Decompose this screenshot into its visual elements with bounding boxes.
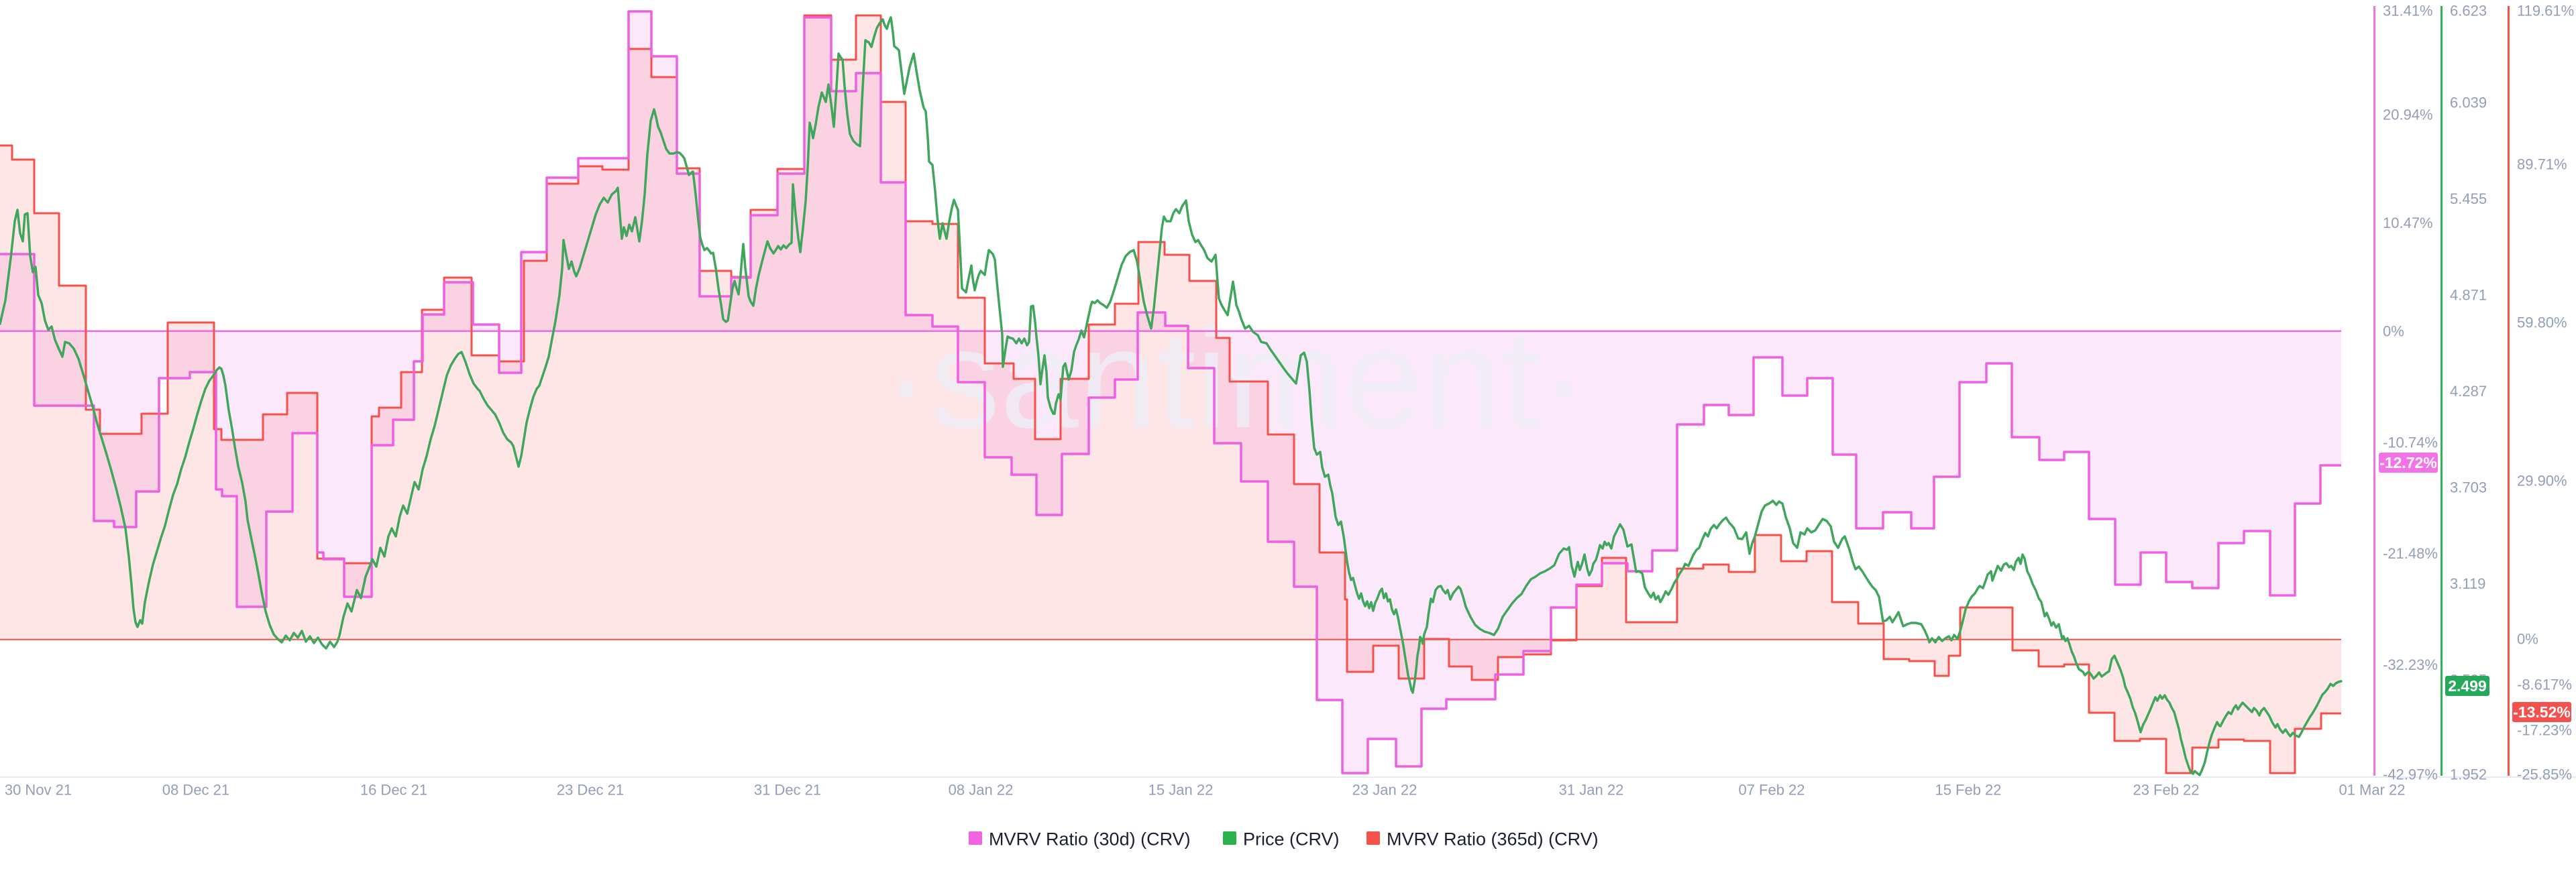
svg-text:23 Jan 22: 23 Jan 22 xyxy=(1352,782,1417,799)
svg-text:0%: 0% xyxy=(2517,631,2538,648)
svg-text:15 Feb 22: 15 Feb 22 xyxy=(1935,782,2001,799)
svg-text:10.47%: 10.47% xyxy=(2383,215,2433,231)
svg-text:-12.72%: -12.72% xyxy=(2379,454,2437,471)
svg-text:-32.23%: -32.23% xyxy=(2383,656,2438,673)
svg-text:89.71%: 89.71% xyxy=(2517,156,2567,173)
svg-text:07 Feb 22: 07 Feb 22 xyxy=(1738,782,1805,799)
svg-text:31.41%: 31.41% xyxy=(2383,3,2433,19)
svg-text:5.455: 5.455 xyxy=(2450,190,2487,207)
svg-text:MVRV Ratio (365d) (CRV): MVRV Ratio (365d) (CRV) xyxy=(1387,829,1599,849)
svg-text:31 Jan 22: 31 Jan 22 xyxy=(1559,782,1624,799)
svg-text:119.61%: 119.61% xyxy=(2517,3,2574,19)
svg-text:1.952: 1.952 xyxy=(2450,766,2487,783)
svg-text:-21.48%: -21.48% xyxy=(2383,545,2438,562)
svg-text:0%: 0% xyxy=(2383,323,2404,340)
svg-text:08 Jan 22: 08 Jan 22 xyxy=(949,782,1014,799)
svg-text:01 Mar 22: 01 Mar 22 xyxy=(2339,782,2405,799)
svg-text:15 Jan 22: 15 Jan 22 xyxy=(1148,782,1214,799)
svg-text:2.499: 2.499 xyxy=(2448,677,2487,695)
svg-text:Price (CRV): Price (CRV) xyxy=(1243,829,1340,849)
svg-text:20.94%: 20.94% xyxy=(2383,106,2433,123)
svg-text:23 Feb 22: 23 Feb 22 xyxy=(2133,782,2199,799)
svg-text:31 Dec 21: 31 Dec 21 xyxy=(754,782,821,799)
svg-text:59.80%: 59.80% xyxy=(2517,314,2567,331)
svg-text:6.039: 6.039 xyxy=(2450,94,2487,111)
svg-text:-17.23%: -17.23% xyxy=(2517,722,2572,739)
svg-text:4.871: 4.871 xyxy=(2450,286,2487,303)
svg-text:3.703: 3.703 xyxy=(2450,479,2487,496)
svg-text:-25.85%: -25.85% xyxy=(2517,766,2572,783)
svg-text:23 Dec 21: 23 Dec 21 xyxy=(557,782,624,799)
svg-text:-8.617%: -8.617% xyxy=(2517,677,2572,693)
svg-text:6.623: 6.623 xyxy=(2450,3,2487,19)
svg-text:MVRV Ratio (30d) (CRV): MVRV Ratio (30d) (CRV) xyxy=(989,829,1191,849)
svg-text:29.90%: 29.90% xyxy=(2517,473,2567,489)
svg-text:-42.97%: -42.97% xyxy=(2383,766,2438,783)
svg-text:16 Dec 21: 16 Dec 21 xyxy=(360,782,427,799)
svg-text:4.287: 4.287 xyxy=(2450,383,2487,400)
svg-text:3.119: 3.119 xyxy=(2450,575,2485,592)
svg-text:08 Dec 21: 08 Dec 21 xyxy=(162,782,229,799)
svg-text:-13.52%: -13.52% xyxy=(2513,703,2571,721)
svg-text:·santiment·: ·santiment· xyxy=(883,300,1587,457)
svg-text:30 Nov 21: 30 Nov 21 xyxy=(5,782,72,799)
svg-text:-10.74%: -10.74% xyxy=(2383,434,2438,451)
